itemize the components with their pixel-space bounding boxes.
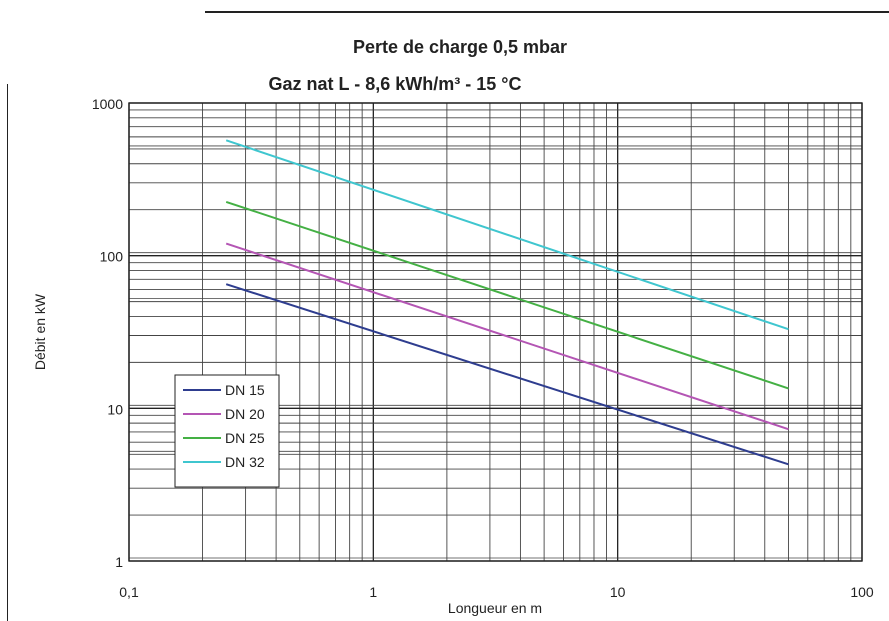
plot-frame	[128, 102, 863, 562]
x-axis-label: Longueur en m	[448, 600, 542, 616]
x-tick-label: 0,1	[119, 584, 139, 600]
x-tick-label: 100	[850, 584, 874, 600]
top-rule	[205, 11, 889, 13]
legend-label: DN 20	[225, 406, 265, 422]
series-line-dn-15	[225, 283, 789, 466]
y-tick-label: 1000	[92, 96, 123, 112]
y-tick-label: 10	[107, 401, 123, 417]
series-line-dn-25	[225, 200, 789, 390]
series-layer	[225, 139, 789, 466]
tick-labels: 0,1 1 10 100 1 10 100 1000	[92, 96, 874, 600]
series-line-dn-32	[225, 139, 789, 331]
left-rule	[7, 84, 8, 621]
chart-title: Perte de charge 0,5 mbar	[353, 37, 567, 57]
legend-box	[174, 374, 280, 488]
chart-subtitle: Gaz nat L - 8,6 kWh/m³ - 15 °C	[269, 74, 522, 94]
legend-label: DN 15	[225, 382, 265, 398]
legend-label: DN 25	[225, 430, 265, 446]
legend: DN 15 DN 20 DN 25 DN 32	[174, 374, 280, 488]
legend-label: DN 32	[225, 454, 265, 470]
series-line-dn-20	[225, 242, 789, 431]
x-tick-label: 1	[369, 584, 377, 600]
y-axis-label: Débit en kW	[32, 293, 48, 370]
y-tick-label: 1	[115, 554, 123, 570]
y-tick-label: 100	[100, 249, 124, 265]
x-tick-label: 10	[610, 584, 626, 600]
